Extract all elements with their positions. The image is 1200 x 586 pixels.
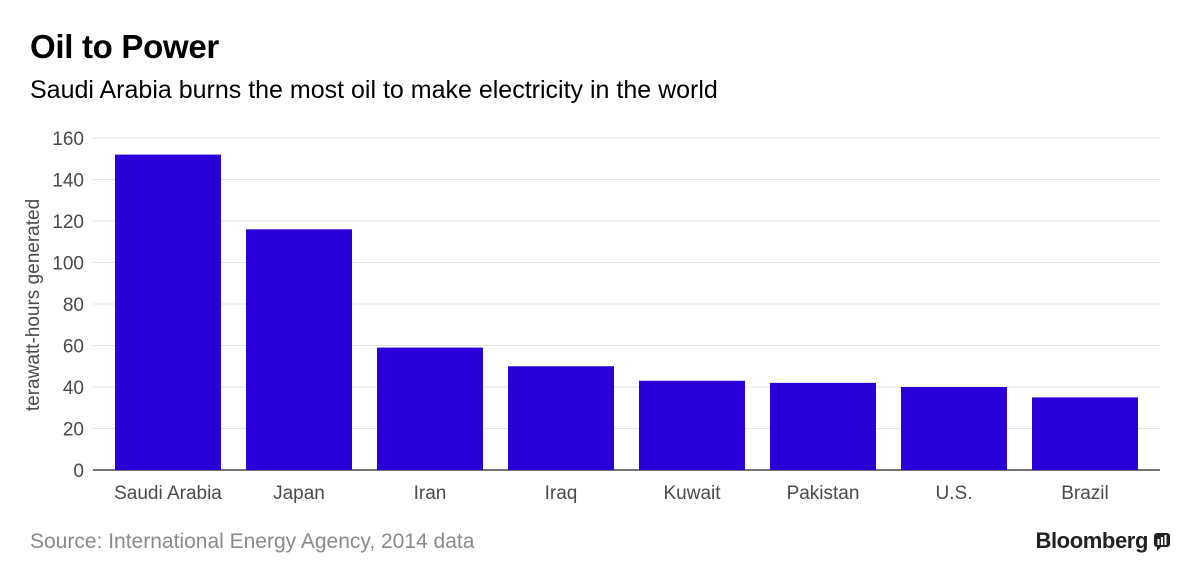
- bars: [115, 154, 1138, 470]
- y-tick-label: 80: [63, 295, 84, 316]
- bar: [770, 382, 876, 470]
- y-tick-label: 0: [73, 461, 84, 482]
- y-tick-label: 160: [52, 129, 84, 150]
- x-tick-label: Pakistan: [787, 483, 860, 504]
- x-tick-label: Iran: [414, 483, 447, 504]
- x-tick-label: U.S.: [936, 483, 973, 504]
- bloomberg-terminal-icon: [1154, 533, 1170, 551]
- y-axis-ticks: 0 20 40 60 80 100 120 140 160: [52, 129, 84, 482]
- y-tick-label: 20: [63, 420, 84, 441]
- y-tick-label: 60: [63, 337, 84, 358]
- x-tick-label: Brazil: [1061, 483, 1109, 504]
- x-tick-label: Kuwait: [663, 483, 721, 504]
- bar: [246, 229, 352, 470]
- chart-title: Oil to Power: [30, 28, 219, 65]
- bar: [377, 347, 483, 470]
- source-note: Source: International Energy Agency, 201…: [30, 530, 475, 553]
- y-tick-label: 120: [52, 212, 84, 233]
- y-axis-title: terawatt-hours generated: [23, 199, 44, 411]
- chart-subtitle: Saudi Arabia burns the most oil to make …: [30, 76, 718, 104]
- x-tick-label: Iraq: [545, 483, 578, 504]
- bar: [508, 366, 614, 470]
- bar: [639, 380, 745, 470]
- brand-logo: Bloomberg: [1035, 528, 1170, 554]
- x-tick-label: Saudi Arabia: [114, 483, 222, 504]
- x-axis-ticks: Saudi Arabia Japan Iran Iraq Kuwait Pakistan U…: [114, 483, 1109, 504]
- y-tick-label: 40: [63, 378, 84, 399]
- y-tick-label: 100: [52, 254, 84, 275]
- y-tick-label: 140: [52, 171, 84, 192]
- bar: [115, 154, 221, 470]
- x-tick-label: Japan: [273, 483, 325, 504]
- bar: [901, 387, 1007, 470]
- bar: [1032, 397, 1138, 470]
- brand-name: Bloomberg: [1035, 528, 1148, 553]
